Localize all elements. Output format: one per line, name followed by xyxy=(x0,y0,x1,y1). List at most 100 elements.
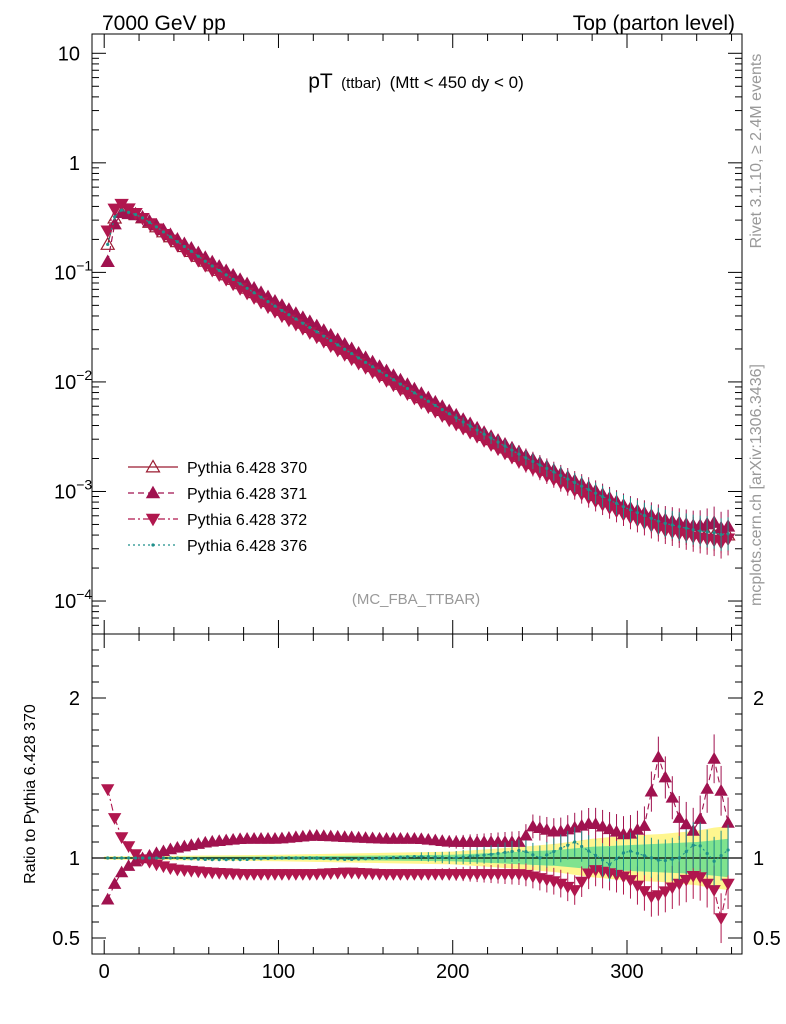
ratio-point xyxy=(719,854,723,858)
legend-label: Pythia 6.428 371 xyxy=(187,486,307,503)
ratio-point xyxy=(287,856,291,860)
ratio-point xyxy=(644,784,659,797)
y-tick-label: 10 xyxy=(58,43,80,65)
ratio-point xyxy=(238,858,242,862)
ratio-point xyxy=(642,854,647,858)
data-point xyxy=(412,391,416,395)
ratio-point xyxy=(531,853,535,857)
ratio-point xyxy=(707,751,721,764)
data-point xyxy=(370,365,375,369)
ratio-point xyxy=(559,846,563,851)
data-point xyxy=(273,304,277,308)
y-tick-label: 10−3 xyxy=(54,476,92,503)
ratio-point xyxy=(426,855,430,859)
mcplots-label: mcplots.cern.ch [arXiv:1306.3436] xyxy=(748,364,765,606)
data-point xyxy=(315,330,319,334)
ratio-point xyxy=(357,857,361,861)
ratio-point xyxy=(106,856,110,860)
ratio-point xyxy=(120,856,124,860)
ratio-point xyxy=(684,850,688,854)
ratio-point xyxy=(168,856,173,860)
y-tick: 10−1 xyxy=(54,167,742,284)
ratio-point xyxy=(658,770,673,783)
data-point xyxy=(294,317,298,321)
ratio-point xyxy=(114,865,129,878)
ratio-point xyxy=(189,857,193,861)
data-point xyxy=(189,249,193,253)
data-point xyxy=(154,225,159,229)
data-point xyxy=(677,524,681,529)
ratio-point xyxy=(607,862,612,867)
ratio-point xyxy=(370,856,375,861)
header-left: 7000 GeV pp xyxy=(102,12,226,35)
ratio-point xyxy=(602,822,617,835)
main-title: pT (ttbar) (Mtt < 450 dy < 0) xyxy=(308,70,524,93)
data-point xyxy=(113,215,117,219)
y-tick-base: 10 xyxy=(54,481,76,503)
legend-marker xyxy=(145,459,161,473)
legend-marker xyxy=(145,513,161,527)
ratio-point xyxy=(182,856,186,861)
data-point xyxy=(175,240,179,244)
ratio-point xyxy=(154,856,159,860)
ratio-point xyxy=(203,857,207,862)
ratio-point xyxy=(440,855,444,860)
ratio-point xyxy=(496,851,500,855)
data-point xyxy=(642,513,647,518)
legend-entry: Pythia 6.428 371 xyxy=(128,485,307,503)
data-point xyxy=(377,369,382,373)
ratio-point xyxy=(419,854,423,859)
ratio-point xyxy=(545,853,549,857)
ratio-point xyxy=(336,857,340,861)
x-tick-label: 0 xyxy=(99,961,110,983)
data-point xyxy=(405,386,410,391)
y-tick-base: 10 xyxy=(54,591,76,613)
ratio-point xyxy=(628,849,633,853)
data-point xyxy=(161,230,166,234)
data-point xyxy=(266,300,270,304)
ratio-point xyxy=(405,855,410,859)
data-point xyxy=(475,428,479,432)
data-point xyxy=(454,416,458,420)
ratio-point xyxy=(574,876,589,889)
y-tick-base: 10 xyxy=(54,262,76,284)
x-tick-label: 200 xyxy=(436,961,469,983)
ratio-y-tick-label-left: 0.5 xyxy=(52,928,80,950)
ratio-point xyxy=(517,848,521,853)
data-point xyxy=(545,466,549,471)
ratio-point xyxy=(609,824,624,837)
ratio-point xyxy=(721,878,735,891)
ratio-point xyxy=(475,854,479,858)
data-point xyxy=(447,412,451,416)
ratio-point xyxy=(656,858,660,862)
ratio-point xyxy=(503,850,507,855)
ratio-point xyxy=(252,857,256,861)
data-point xyxy=(656,519,660,523)
ratio-point xyxy=(447,856,451,860)
data-point xyxy=(231,277,235,281)
data-point xyxy=(552,470,556,474)
ratio-point xyxy=(519,828,533,841)
ratio-point xyxy=(107,877,122,889)
data-point xyxy=(259,295,263,299)
ratio-point xyxy=(161,856,166,860)
ratio-point xyxy=(698,844,702,848)
data-point xyxy=(391,378,396,382)
data-point xyxy=(168,235,173,239)
header-right: Top (parton level) xyxy=(573,12,735,35)
ratio-point xyxy=(454,856,458,860)
legend-label: Pythia 6.428 372 xyxy=(187,512,307,529)
y-tick-label: 10−4 xyxy=(54,586,92,613)
ratio-point xyxy=(461,855,465,859)
ratio-point xyxy=(294,856,298,860)
ratio-point xyxy=(391,855,396,860)
legend-entry: Pythia 6.428 372 xyxy=(128,512,307,529)
ratio-point xyxy=(637,819,652,831)
data-point xyxy=(329,338,333,343)
data-point xyxy=(398,382,403,386)
data-point xyxy=(100,254,115,268)
data-point xyxy=(433,403,437,408)
ratio-point xyxy=(649,856,653,860)
ratio-point xyxy=(308,856,312,860)
y-tick: 10 xyxy=(58,43,742,65)
